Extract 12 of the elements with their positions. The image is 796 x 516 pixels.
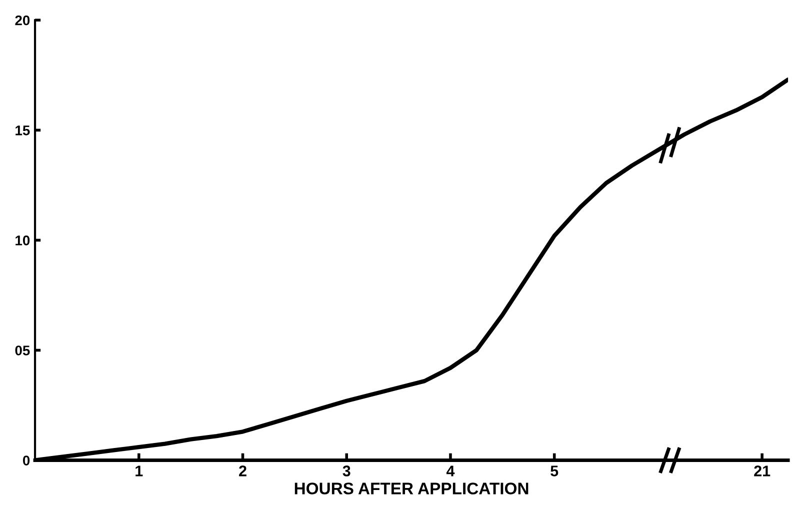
x-tick-label: 3 — [342, 466, 350, 476]
x-tick-label: 21 — [754, 466, 770, 476]
x-tick-label: 1 — [136, 466, 143, 476]
y-tick-label: 10 — [16, 236, 30, 246]
x-tick-label: 4 — [446, 466, 455, 476]
y-tick-label: 0 — [22, 456, 30, 466]
y-tick-label: 20 — [15, 15, 30, 26]
x-tick-label: 5 — [550, 466, 558, 476]
y-tick-label: 15 — [16, 126, 30, 136]
x-axis-title: HOURS AFTER APPLICATION — [294, 482, 528, 494]
y-tick-label: 05 — [15, 346, 30, 356]
x-tick-label: 2 — [239, 466, 246, 476]
